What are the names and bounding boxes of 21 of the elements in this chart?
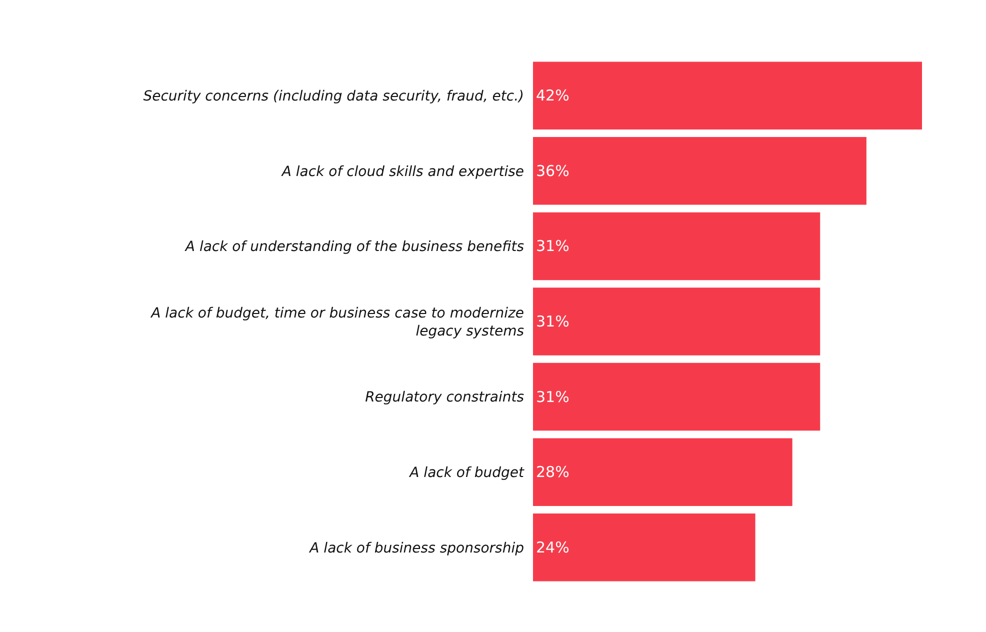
y-tick-label: A lack of budget, time or business case to modernize legacy systems [150, 305, 524, 340]
data-label: 24% [536, 538, 570, 556]
y-tick-label: A lack of business sponsorship [308, 540, 524, 556]
y-tick-label: A lack of cloud skills and expertise [280, 164, 524, 180]
y-tick-label: A lack of understanding of the business benefits [184, 239, 524, 256]
y-tick-label: Security concerns (including data security, fraud, etc.) [143, 88, 524, 105]
bar [533, 513, 756, 582]
bar [533, 438, 792, 506]
data-label: 31% [536, 312, 570, 330]
bar [533, 362, 820, 431]
data-label: 42% [536, 86, 570, 105]
data-label: 36% [536, 162, 570, 180]
data-label: 31% [536, 388, 570, 406]
bar [533, 137, 866, 205]
bar [533, 212, 820, 280]
data-label: 28% [536, 463, 570, 482]
y-tick-label: A lack of budget [408, 464, 524, 481]
bar [533, 62, 922, 130]
y-tick-label: Regulatory constraints [365, 390, 524, 406]
data-label: 31% [536, 237, 570, 256]
bar [533, 288, 820, 356]
